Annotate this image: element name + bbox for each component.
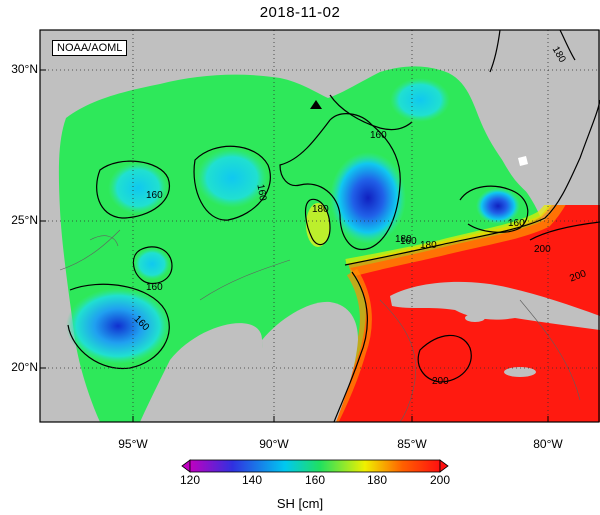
- colorbar-tick: 160: [304, 473, 326, 487]
- cyan-patch-2: [108, 162, 168, 214]
- lat-label-30n: 30°N: [11, 62, 38, 76]
- cuba-land: [390, 281, 600, 330]
- credit-label: NOAA/AOML: [52, 40, 128, 56]
- contour-label-group: 160 160 160 160 160 180 180 180 180 200 …: [132, 45, 589, 387]
- contour-label: 180: [312, 204, 329, 215]
- yucatan-land: [262, 301, 358, 422]
- colorbar-tick: 200: [429, 473, 451, 487]
- colorbar-tick: 180: [366, 473, 388, 487]
- cyan-patch-5: [134, 248, 170, 280]
- colorbar-max-arrow: [439, 459, 449, 473]
- contour-label: 160: [254, 183, 268, 202]
- colorbar-tick: 120: [179, 473, 201, 487]
- colorbar: [181, 459, 449, 473]
- lon-label-80w: 80°W: [533, 437, 563, 451]
- lat-label-25n: 25°N: [11, 213, 38, 227]
- island-land: [465, 314, 485, 322]
- contour-label: 200: [534, 244, 551, 255]
- map-frame: [39, 29, 600, 423]
- cyan-patch-3: [390, 78, 450, 122]
- tick-marks: [40, 69, 549, 422]
- station-marker: [310, 100, 322, 109]
- lon-label-90w: 90°W: [259, 437, 289, 451]
- colorbar-min-arrow: [181, 459, 191, 473]
- contour-label: 160: [146, 190, 163, 201]
- western-cold-eddy: [66, 288, 170, 364]
- cyan-patch-4: [476, 188, 520, 224]
- graticule: [40, 30, 600, 422]
- contour-label: 180: [395, 234, 412, 245]
- contour-label: 160: [370, 130, 387, 141]
- loop-current-warm-water: [330, 100, 600, 422]
- contour-label: 160: [146, 282, 163, 293]
- colorbar-label: SH [cm]: [276, 496, 324, 511]
- lon-label-85w: 85°W: [397, 437, 427, 451]
- colorbar-tick: 140: [241, 473, 263, 487]
- contour-label: 180: [420, 240, 437, 251]
- map-title: 2018-11-02: [259, 4, 341, 21]
- colorbar-gradient: [189, 459, 441, 473]
- contour-label: 160: [508, 218, 525, 229]
- jamaica-land: [504, 367, 536, 377]
- contour-label: 200: [432, 376, 449, 387]
- lake-okeechobee: [518, 156, 528, 166]
- lat-label-20n: 20°N: [11, 360, 38, 374]
- cyan-patch-1: [196, 148, 268, 208]
- thin-contours: [59, 229, 581, 422]
- yellow-patch: [306, 203, 330, 247]
- florida-land: [440, 30, 600, 205]
- contour-label: 160: [400, 236, 417, 247]
- lon-label-95w: 95°W: [118, 437, 148, 451]
